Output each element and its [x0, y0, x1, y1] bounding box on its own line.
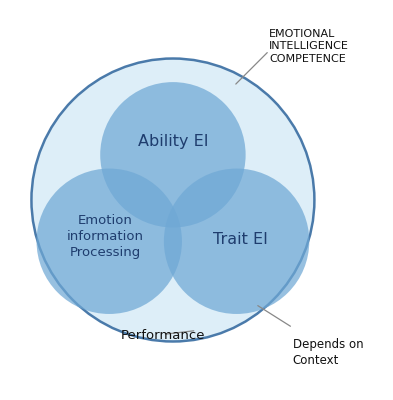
Text: Trait EI: Trait EI [213, 232, 268, 247]
Text: Performance: Performance [121, 329, 206, 342]
Circle shape [100, 82, 246, 228]
Text: EMOTIONAL
INTELLIGENCE
COMPETENCE: EMOTIONAL INTELLIGENCE COMPETENCE [269, 29, 349, 64]
Text: Emotion
information
Processing: Emotion information Processing [67, 214, 144, 259]
Circle shape [31, 58, 314, 342]
Circle shape [37, 168, 182, 314]
Circle shape [164, 168, 309, 314]
Text: Depends on
Context: Depends on Context [293, 338, 364, 367]
Text: Ability EI: Ability EI [138, 134, 208, 149]
